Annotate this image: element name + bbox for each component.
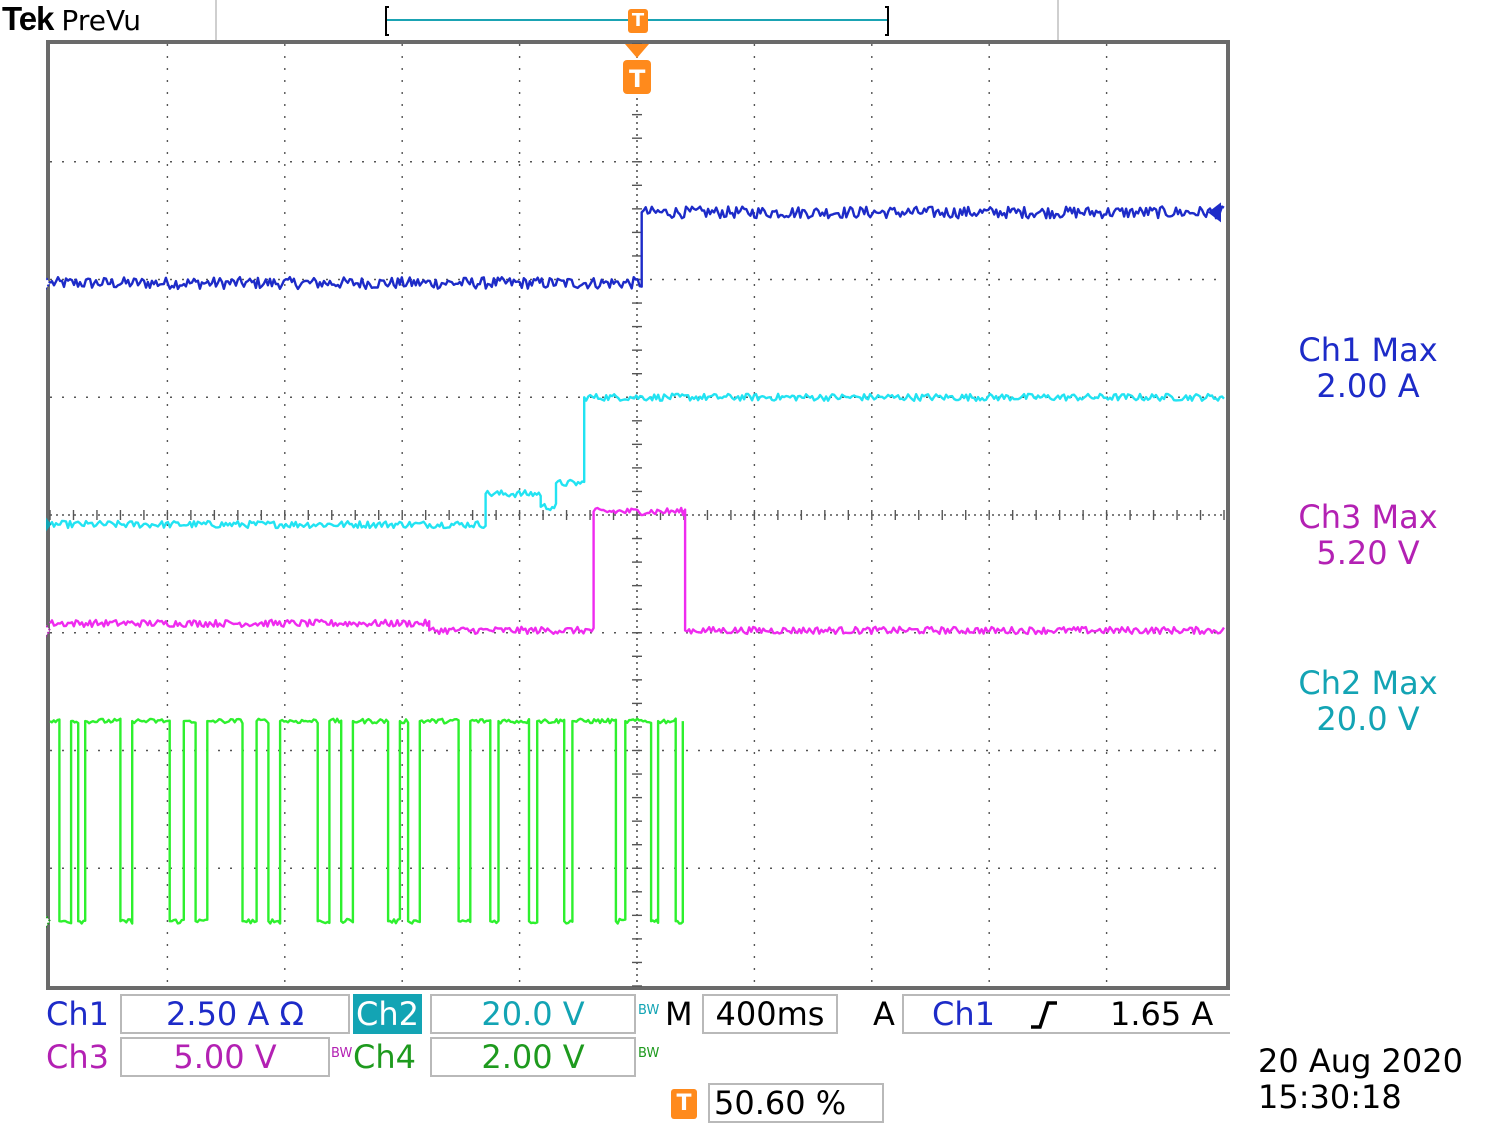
- trigger-source: Ch1: [932, 995, 995, 1033]
- trigger-position-icon: T: [671, 1089, 697, 1119]
- trigger-level-arrow-icon[interactable]: [1208, 202, 1221, 223]
- ch4-scale[interactable]: 2.00 V: [430, 1037, 636, 1077]
- header-divider: [215, 0, 217, 40]
- acquisition-label: A: [873, 995, 895, 1033]
- channel-1-marker[interactable]: 1: [46, 267, 52, 300]
- graticule-grid: [49, 43, 1225, 987]
- ch1-label[interactable]: Ch1: [46, 995, 109, 1033]
- ch4-label[interactable]: Ch4: [353, 1038, 416, 1076]
- trace-ch3: [49, 506, 1225, 636]
- ch2-label[interactable]: Ch2: [353, 994, 422, 1034]
- timebase-value[interactable]: 400ms: [702, 994, 838, 1034]
- measurement-ch3-max: Ch3 Max 5.20 V: [1253, 499, 1483, 571]
- record-view-bar[interactable]: T: [385, 6, 889, 36]
- trigger-position-marker[interactable]: T: [628, 9, 648, 33]
- measurement-ch2-max: Ch2 Max 20.0 V: [1253, 665, 1483, 737]
- measurement-name: Ch3 Max: [1298, 498, 1438, 536]
- trigger-marker-box: [623, 60, 651, 94]
- ch2-bandwidth-limit-icon: BW: [638, 1003, 660, 1018]
- trigger-arrow-icon: [625, 44, 649, 58]
- ch1-scale[interactable]: 2.50 A Ω: [120, 994, 350, 1034]
- tek-brand-logo: Tek PreVu: [2, 0, 141, 40]
- ch3-bandwidth-limit-icon: BW: [331, 1046, 353, 1061]
- trace-ch4: [49, 717, 684, 925]
- record-bracket-left: [385, 6, 389, 36]
- timebase-label: M: [665, 995, 693, 1033]
- trigger-position-value[interactable]: 50.60 %: [708, 1083, 884, 1123]
- measurement-value: 2.00 A: [1316, 367, 1420, 405]
- channel-4-marker[interactable]: 4: [46, 905, 52, 938]
- measurement-value: 20.0 V: [1316, 700, 1420, 738]
- channel-marker-shape: [46, 623, 52, 638]
- trace-ch1: [49, 205, 1225, 291]
- acquisition-mode: PreVu: [61, 4, 141, 37]
- header-divider: [1057, 0, 1059, 40]
- waveform-display[interactable]: 1 2 3 4 T: [46, 40, 1230, 990]
- channel-marker-shape: [46, 914, 52, 929]
- record-bracket-right: [885, 6, 889, 36]
- channel-2-marker[interactable]: 2: [46, 508, 52, 541]
- waveform-traces: [49, 205, 1225, 925]
- channel-marker-shape: [46, 517, 52, 532]
- trace-ch2: [49, 392, 1225, 530]
- measurement-ch1-max: Ch1 Max 2.00 A: [1253, 332, 1483, 404]
- ch3-scale[interactable]: 5.00 V: [120, 1037, 330, 1077]
- measurement-name: Ch1 Max: [1298, 331, 1438, 369]
- channel-3-marker[interactable]: 3: [46, 614, 52, 647]
- ch2-scale[interactable]: 20.0 V: [430, 994, 636, 1034]
- brand-name: Tek: [2, 0, 54, 37]
- trigger-level: 1.65 A: [1110, 995, 1214, 1033]
- ch4-bandwidth-limit-icon: BW: [638, 1046, 660, 1061]
- channel-marker-shape: [46, 276, 52, 291]
- channel-markers[interactable]: 1 2 3 4 T: [46, 44, 1221, 938]
- rising-edge-icon: [1031, 1001, 1057, 1029]
- trigger-readout[interactable]: [902, 994, 1230, 1034]
- date-label: 20 Aug 2020: [1258, 1042, 1463, 1080]
- trigger-marker[interactable]: T: [623, 44, 651, 94]
- ch3-label[interactable]: Ch3: [46, 1038, 109, 1076]
- time-label: 15:30:18: [1258, 1078, 1402, 1116]
- measurement-value: 5.20 V: [1316, 534, 1420, 572]
- measurement-name: Ch2 Max: [1298, 664, 1438, 702]
- trigger-marker-label: T: [629, 65, 646, 93]
